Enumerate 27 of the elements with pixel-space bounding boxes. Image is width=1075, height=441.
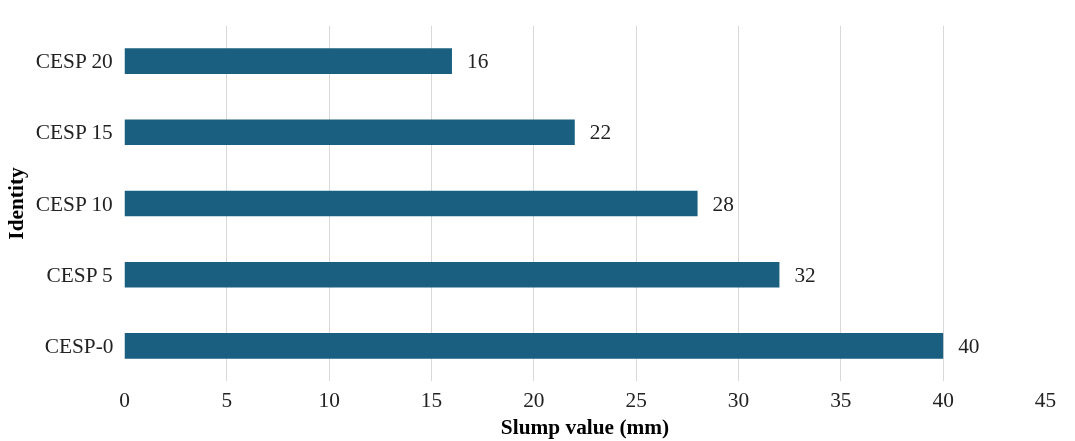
- x-tick-label: 35: [830, 387, 852, 412]
- y-tick-label: CESP 20: [35, 49, 113, 74]
- x-tick-label: 5: [221, 387, 233, 412]
- x-tick-label: 20: [523, 387, 545, 412]
- x-tick-label: 40: [932, 387, 954, 412]
- y-tick-label: CESP 10: [35, 191, 113, 216]
- x-tick-label: 45: [1034, 387, 1057, 412]
- bar: [124, 190, 698, 217]
- data-label: 28: [712, 191, 734, 216]
- x-tick-label: 10: [318, 387, 340, 412]
- data-label: 16: [466, 49, 489, 74]
- x-tick-label: 25: [625, 387, 647, 412]
- y-tick-label: CESP 15: [35, 120, 113, 145]
- data-label: 40: [958, 333, 980, 358]
- x-tick-label: 0: [119, 387, 130, 412]
- bar: [124, 333, 944, 359]
- x-tick-label: 15: [420, 387, 443, 412]
- bar: [124, 48, 452, 74]
- y-tick-label: CESP 5: [46, 262, 113, 287]
- bar: [124, 261, 780, 288]
- y-tick-label: CESP-0: [44, 333, 114, 358]
- x-axis-title: Slump value (mm): [500, 414, 670, 439]
- y-axis-title: Identity: [3, 167, 28, 240]
- x-tick-label: 30: [727, 387, 750, 412]
- bar: [124, 119, 575, 146]
- data-label: 32: [794, 262, 816, 287]
- data-label: 22: [589, 120, 612, 145]
